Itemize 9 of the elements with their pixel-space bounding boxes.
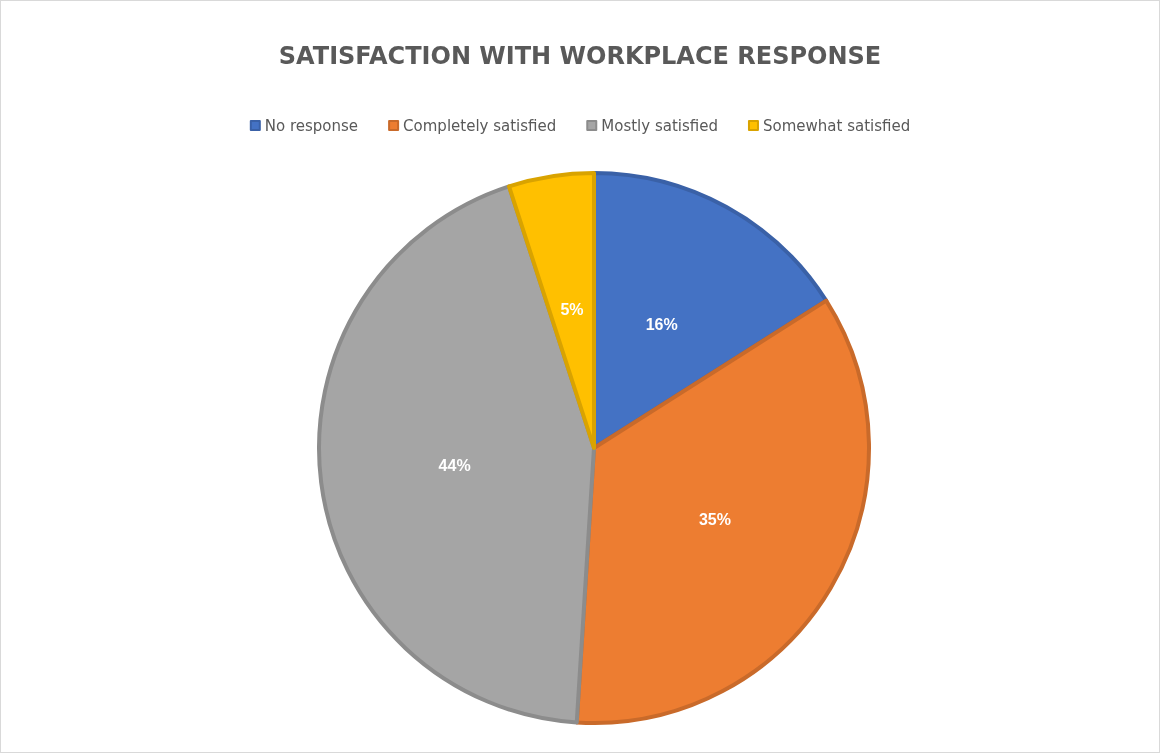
- data-label: 16%: [645, 316, 678, 334]
- legend-label: Mostly satisfied: [601, 116, 718, 135]
- legend-label: Somewhat satisfied: [762, 116, 911, 135]
- data-label: 44%: [438, 457, 471, 475]
- chart-title: SATISFACTION WITH WORKPLACE RESPONSE: [278, 42, 882, 70]
- legend-label: No response: [264, 116, 359, 135]
- data-label: 5%: [560, 300, 584, 318]
- data-label: 35%: [698, 511, 731, 529]
- legend-label: Completely satisfied: [403, 116, 557, 135]
